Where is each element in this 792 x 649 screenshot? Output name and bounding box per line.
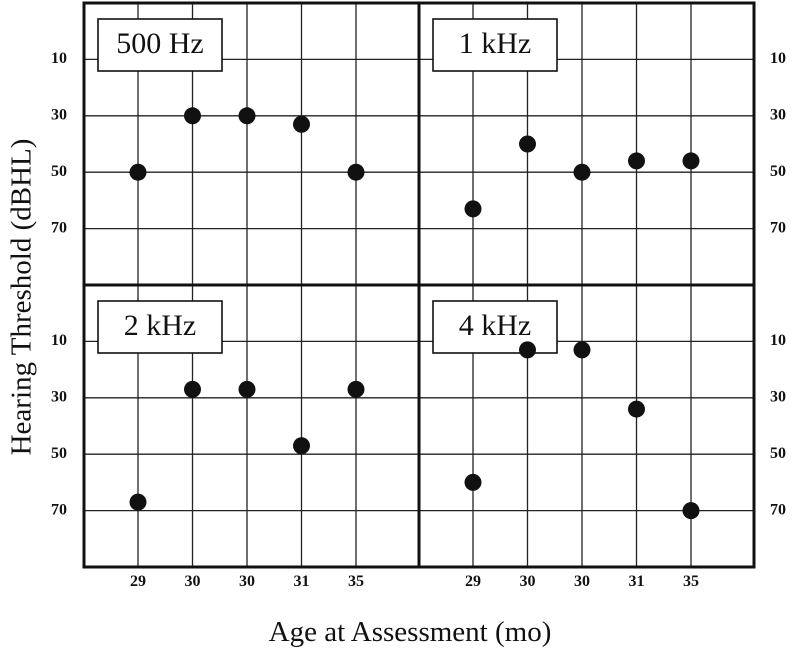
data-point (184, 107, 201, 125)
data-point (682, 152, 700, 170)
y-tick-label-right: 50 (770, 445, 786, 462)
panel-frames (82, 1, 756, 569)
panel-label: 2 kHz (124, 309, 196, 342)
panel-label-box (97, 18, 223, 72)
y-tick-label-left: 10 (51, 50, 67, 67)
data-point (184, 380, 201, 398)
x-tick-label: 29 (130, 573, 146, 590)
panel-label: 1 kHz (459, 27, 531, 60)
data-point (238, 107, 256, 125)
y-tick-label-right: 30 (770, 388, 786, 405)
y-tick-label-right: 70 (770, 501, 786, 518)
panel-label: 4 kHz (459, 309, 531, 342)
x-axis-title: Age at Assessment (mo) (269, 616, 552, 648)
data-point (293, 437, 310, 455)
y-tick-label-left: 30 (51, 106, 67, 123)
data-point (682, 502, 700, 520)
data-point (129, 163, 147, 181)
panel-labels: 500 Hz 1 kHz 2 kHz 4 kHz (97, 18, 558, 354)
data-point (519, 341, 536, 359)
panel-label-box (432, 18, 558, 72)
y-tick-label-left: 70 (51, 219, 67, 236)
y-tick-label-right: 30 (770, 106, 786, 123)
x-tick-label: 30 (239, 573, 255, 590)
panel-label-box (432, 300, 558, 354)
data-point (347, 163, 365, 181)
panel-label-box (97, 300, 223, 354)
x-tick-label: 30 (574, 573, 590, 590)
x-tick-label: 35 (348, 573, 364, 590)
x-tick-label: 30 (185, 573, 201, 590)
data-point (293, 115, 310, 133)
data-point (347, 380, 365, 398)
data-point (129, 493, 147, 511)
data-point (464, 473, 482, 491)
data-point (464, 200, 482, 218)
x-tick-label: 31 (294, 573, 310, 590)
y-tick-label-left: 50 (51, 445, 67, 462)
tick-labels: 10 10 30 30 50 50 70 70 10 10 30 30 50 50 70 70 29 30 30 31… (51, 50, 786, 590)
y-tick-label-right: 10 (770, 50, 786, 67)
x-tick-label: 29 (465, 573, 481, 590)
y-tick-label-left: 10 (51, 332, 67, 349)
data-point (519, 135, 536, 153)
y-tick-label-right: 70 (770, 219, 786, 236)
data-point (238, 380, 256, 398)
y-tick-label-right: 10 (770, 332, 786, 349)
data-point (573, 163, 591, 181)
y-tick-label-left: 70 (51, 501, 67, 518)
y-tick-label-left: 50 (51, 163, 67, 180)
x-tick-label: 31 (629, 573, 645, 590)
y-axis-title: Hearing Threshold (dBHL) (6, 139, 38, 456)
x-tick-label: 30 (520, 573, 536, 590)
panel-label: 500 Hz (116, 27, 203, 60)
data-points (129, 107, 700, 520)
y-tick-label-left: 30 (51, 388, 67, 405)
x-tick-label: 35 (683, 573, 699, 590)
y-tick-label-right: 50 (770, 163, 786, 180)
data-point (628, 400, 645, 418)
data-point (573, 341, 591, 359)
data-point (628, 152, 645, 170)
